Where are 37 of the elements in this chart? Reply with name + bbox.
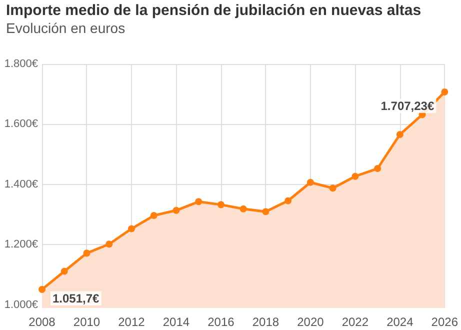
x-tick-label: 2020 xyxy=(297,315,324,329)
y-tick-label: 1.400€ xyxy=(4,178,38,190)
x-tick-label: 2010 xyxy=(73,315,100,329)
y-tick-label: 1.200€ xyxy=(4,238,38,251)
x-tick-label: 2018 xyxy=(252,315,280,329)
x-tick-label: 2024 xyxy=(386,315,414,329)
x-tick-label: 2012 xyxy=(118,315,146,329)
point xyxy=(38,286,46,293)
point xyxy=(262,208,270,216)
x-tick-label: 2008 xyxy=(28,315,56,329)
x-tick-label: 2014 xyxy=(162,315,190,329)
chart-subtitle: Evolución en euros xyxy=(6,20,126,36)
point xyxy=(329,184,336,192)
point xyxy=(217,201,224,208)
y-tick-label: 1.000€ xyxy=(4,298,38,311)
data-label: 1.707,23€ xyxy=(380,98,434,113)
x-tick-label: 2016 xyxy=(208,315,235,329)
data-label: 1.051,7€ xyxy=(52,291,100,306)
point xyxy=(240,205,247,212)
x-tick-label: 2026 xyxy=(431,315,458,329)
y-tick-label: 1.600€ xyxy=(4,118,38,130)
y-tick-label: 1.800€ xyxy=(4,58,38,70)
x-tick-label: 2022 xyxy=(342,315,369,329)
point xyxy=(441,88,448,96)
point xyxy=(284,197,292,204)
point xyxy=(150,212,158,220)
point xyxy=(374,165,382,172)
point xyxy=(195,198,202,206)
point xyxy=(106,240,113,248)
point xyxy=(172,206,180,214)
point xyxy=(128,225,135,232)
point xyxy=(83,250,90,257)
point xyxy=(396,130,404,138)
point xyxy=(306,178,314,186)
chart-title: Importe medio de la pensión de jubilación en nuevas altas xyxy=(6,2,422,19)
point xyxy=(60,268,68,275)
point xyxy=(352,172,359,180)
